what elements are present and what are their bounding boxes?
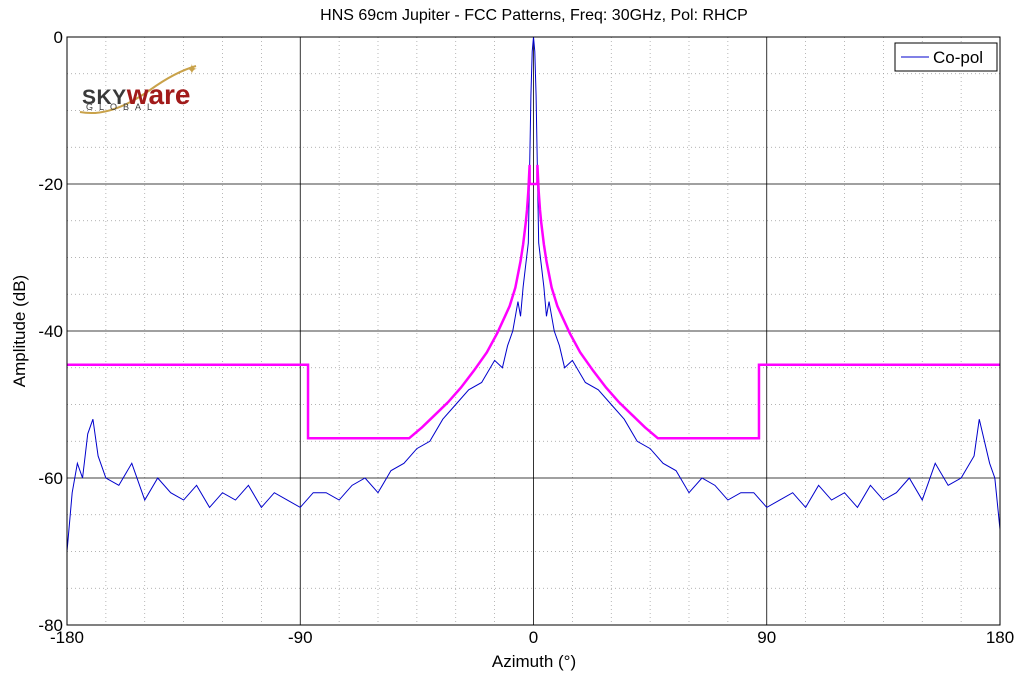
y-axis: 0 -20 -40 -60 -80 <box>38 28 63 635</box>
chart-title: HNS 69cm Jupiter - FCC Patterns, Freq: 3… <box>320 7 748 24</box>
legend-co-pol-label: Co-pol <box>933 48 983 67</box>
fcc-mask-series-line <box>67 164 1000 440</box>
x-tick-label: -90 <box>288 628 313 647</box>
skyware-logo: ✦ SKYware GLOBAL <box>79 61 198 114</box>
y-tick-label: -40 <box>38 322 63 341</box>
logo-swoosh-icon <box>79 65 197 114</box>
logo-brand-part2: ware <box>126 79 191 110</box>
plot-frame <box>66 36 1001 626</box>
y-tick-label: -20 <box>38 175 63 194</box>
y-axis-label: Amplitude (dB) <box>10 275 29 387</box>
logo-brand-sky: SKYware <box>82 79 191 110</box>
x-tick-label: -180 <box>50 628 84 647</box>
co-pol-series-line <box>67 37 1000 552</box>
y-tick-label: 0 <box>54 28 63 47</box>
legend: Co-pol <box>894 42 998 72</box>
logo-tagline: GLOBAL <box>86 102 158 112</box>
x-tick-label: 0 <box>529 628 538 647</box>
logo-brand-part1: SKY <box>82 86 127 109</box>
y-tick-label: -80 <box>38 616 63 635</box>
x-tick-label: 180 <box>986 628 1014 647</box>
x-axis: -180 -90 0 90 180 <box>50 628 1014 647</box>
x-axis-label: Azimuth (°) <box>492 652 576 671</box>
y-tick-label: -60 <box>38 469 63 488</box>
logo-star-icon: ✦ <box>186 61 198 77</box>
x-tick-label: 90 <box>757 628 776 647</box>
